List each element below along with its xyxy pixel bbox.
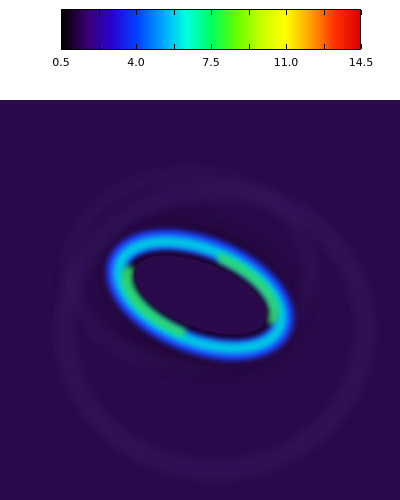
colorbar-tick-top bbox=[174, 10, 175, 15]
colorbar-tick-bottom bbox=[99, 44, 100, 49]
colorbar-tick-bottom bbox=[211, 44, 212, 49]
colorbar-tick-bottom bbox=[286, 44, 287, 49]
colorbar-tick-top bbox=[361, 10, 362, 15]
colorbar-tick-bottom bbox=[361, 44, 362, 49]
colorbar-tick-top bbox=[211, 10, 212, 15]
colorbar-tick-label-4: 14.5 bbox=[348, 56, 374, 69]
colorbar-tick-bottom bbox=[174, 44, 175, 49]
colorbar-gradient bbox=[61, 9, 361, 50]
colorbar-tick-top bbox=[324, 10, 325, 15]
colorbar-tick-top bbox=[286, 10, 287, 15]
colorbar-tick-label-3: 11.0 bbox=[273, 56, 299, 69]
colorbar-tick-bottom bbox=[324, 44, 325, 49]
bright-ring bbox=[106, 229, 294, 361]
colorbar-tick-bottom bbox=[61, 44, 62, 49]
colorbar-tick-label-0: 0.5 bbox=[52, 56, 70, 69]
colorbar-tick-bottom bbox=[136, 44, 137, 49]
colorbar-tick-top bbox=[99, 10, 100, 15]
simulation-image bbox=[0, 100, 400, 500]
outer-halo bbox=[58, 170, 372, 477]
colorbar-tick-top bbox=[136, 10, 137, 15]
colorbar-tick-label-1: 4.0 bbox=[127, 56, 145, 69]
colorbar-tick-bottom bbox=[249, 44, 250, 49]
colorbar-tick-top bbox=[61, 10, 62, 15]
colorbar-tick-top bbox=[249, 10, 250, 15]
colorbar: 0.5 4.0 7.5 11.0 14.5 bbox=[0, 0, 400, 100]
colorbar-tick-label-2: 7.5 bbox=[202, 56, 220, 69]
